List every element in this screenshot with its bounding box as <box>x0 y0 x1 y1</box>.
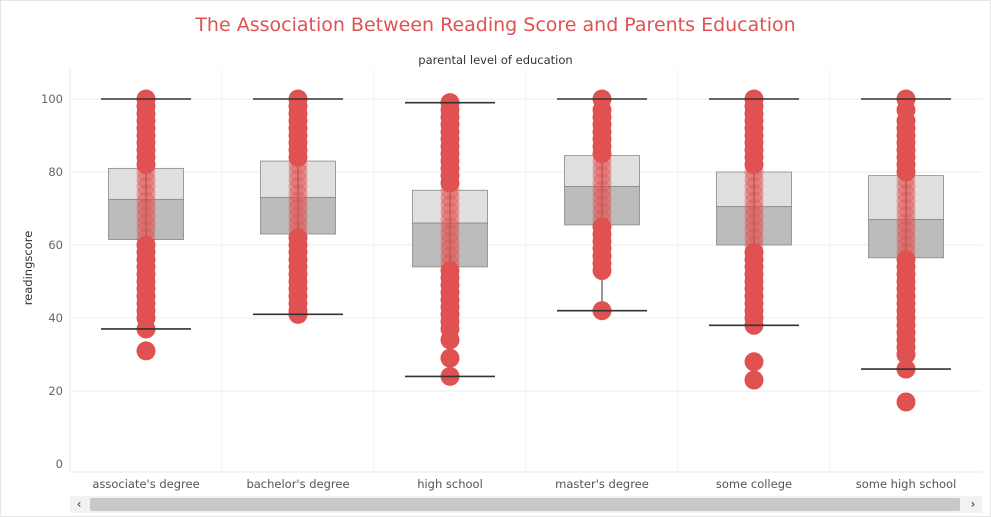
data-point <box>136 228 156 248</box>
data-point <box>440 246 460 266</box>
data-point <box>288 228 308 248</box>
data-point <box>592 209 612 229</box>
data-point <box>440 195 460 215</box>
data-point <box>744 235 764 255</box>
data-point <box>136 199 156 218</box>
x-tick-label: bachelor's degree <box>246 477 349 491</box>
data-point <box>440 231 460 251</box>
data-point <box>136 235 156 255</box>
data-point <box>440 188 460 208</box>
x-tick-label: high school <box>417 477 483 491</box>
data-point <box>896 250 916 270</box>
data-point <box>592 217 612 237</box>
data-point <box>288 177 308 197</box>
y-tick-label: 60 <box>48 238 63 252</box>
data-point <box>744 206 764 226</box>
data-point <box>440 261 460 281</box>
data-point <box>288 220 308 240</box>
data-point <box>744 191 764 211</box>
data-point <box>440 239 460 259</box>
data-point <box>288 169 308 189</box>
data-point <box>136 220 156 240</box>
data-point <box>896 242 916 262</box>
data-point <box>440 217 460 237</box>
data-point <box>744 220 764 240</box>
data-point <box>592 173 612 193</box>
data-point <box>440 348 460 368</box>
data-point <box>896 177 916 197</box>
data-point <box>136 177 156 197</box>
data-point <box>440 253 460 273</box>
data-point <box>896 213 916 233</box>
x-tick-label: associate's degree <box>92 477 199 491</box>
data-point <box>896 184 916 204</box>
data-point <box>440 209 460 229</box>
y-tick-label: 100 <box>41 92 63 106</box>
data-point <box>288 184 308 204</box>
data-point <box>896 220 916 240</box>
y-tick-label: 0 <box>56 457 63 471</box>
data-point <box>896 235 916 255</box>
scroll-thumb[interactable] <box>90 498 960 511</box>
y-tick-label: 20 <box>48 384 63 398</box>
data-point <box>744 352 764 372</box>
data-point <box>288 162 308 182</box>
data-point <box>592 158 612 178</box>
data-point <box>896 206 916 226</box>
x-tick-label: some college <box>716 477 792 491</box>
data-point <box>136 184 156 204</box>
data-point <box>744 228 764 248</box>
scroll-right-arrow-icon[interactable]: › <box>970 497 976 511</box>
data-point <box>744 370 764 390</box>
data-point <box>744 177 764 197</box>
data-point <box>744 169 764 189</box>
data-point <box>592 202 612 222</box>
data-point <box>288 213 308 233</box>
data-point <box>744 242 764 262</box>
chart-title: The Association Between Reading Score an… <box>195 14 796 36</box>
data-point <box>744 199 764 218</box>
data-point <box>896 228 916 248</box>
data-point <box>592 195 612 215</box>
scroll-left-arrow-icon[interactable]: ‹ <box>76 497 82 511</box>
y-tick-label: 40 <box>48 311 63 325</box>
x-tick-label: some high school <box>856 477 957 491</box>
data-point <box>136 206 156 226</box>
data-point <box>440 202 460 222</box>
data-point <box>592 180 612 200</box>
data-point <box>744 213 764 233</box>
data-point <box>136 169 156 189</box>
data-point <box>288 206 308 226</box>
data-point <box>592 188 612 208</box>
data-point <box>896 392 916 412</box>
data-point <box>896 199 916 218</box>
data-point <box>592 166 612 186</box>
y-tick-label: 80 <box>48 165 63 179</box>
data-point <box>136 213 156 233</box>
x-tick-label: master's degree <box>555 477 649 491</box>
data-point <box>896 191 916 211</box>
data-point <box>440 224 460 244</box>
data-point <box>136 191 156 211</box>
data-point <box>288 199 308 218</box>
column-header: parental level of education <box>418 53 573 67</box>
data-point <box>136 341 156 361</box>
data-point <box>744 184 764 204</box>
data-point <box>288 191 308 211</box>
horizontal-scrollbar[interactable]: ‹ › <box>70 496 982 513</box>
